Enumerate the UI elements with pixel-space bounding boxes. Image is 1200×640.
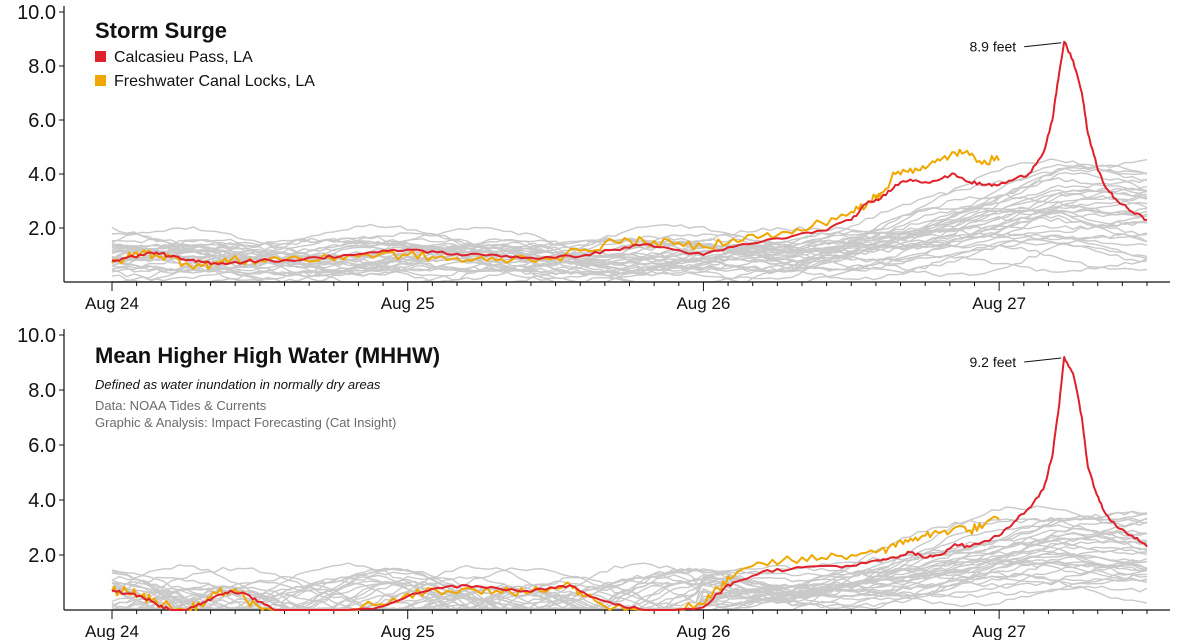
legend-swatch — [95, 75, 106, 86]
station-line — [111, 158, 1148, 260]
station-line — [111, 163, 1148, 277]
legend-swatch — [95, 51, 106, 62]
y-tick-label: 2.0 — [28, 545, 56, 567]
x-tick-label: Aug 27 — [972, 622, 1026, 640]
x-tick-label: Aug 26 — [676, 294, 730, 313]
credit-line: Graphic & Analysis: Impact Forecasting (… — [95, 415, 396, 430]
y-tick-label: 2.0 — [28, 218, 56, 240]
peak-annotation: 9.2 feet — [969, 354, 1016, 370]
x-tick-label: Aug 26 — [676, 622, 730, 640]
other-stations-lines — [111, 158, 1148, 283]
y-tick-label: 6.0 — [28, 435, 56, 457]
mhhw-panel: 2.0 4.0 6.0 8.0 10.0 Aug 24 Aug 25 Aug 26 Aug 27… — [17, 325, 1170, 640]
calcasieu-pass-line — [111, 40, 1148, 266]
x-tick-label: Aug 24 — [85, 622, 139, 640]
y-tick-label: 8.0 — [28, 380, 56, 402]
station-line — [111, 557, 1148, 611]
station-line — [111, 233, 1148, 256]
x-tick-label: Aug 24 — [85, 294, 139, 313]
peak-annotation-leader — [1024, 42, 1062, 48]
legend-label: Calcasieu Pass, LA — [114, 49, 253, 66]
y-tick-label: 10.0 — [17, 2, 56, 24]
station-line — [111, 209, 1148, 266]
peak-annotation-leader — [1024, 357, 1062, 363]
x-tick-label: Aug 27 — [972, 294, 1026, 313]
x-tick-label: Aug 25 — [381, 622, 435, 640]
panel-title: Storm Surge — [95, 18, 227, 43]
y-tick-label: 6.0 — [28, 110, 56, 132]
station-line — [111, 570, 1148, 611]
y-tick-label: 4.0 — [28, 490, 56, 512]
station-line — [111, 253, 1148, 283]
peak-annotation: 8.9 feet — [969, 39, 1016, 55]
station-line — [111, 192, 1148, 276]
y-tick-label: 4.0 — [28, 164, 56, 186]
freshwater-canal-locks-line — [111, 148, 1000, 270]
storm-surge-panel: 2.0 4.0 6.0 8.0 10.0 Aug 24 Aug 25 Aug 26 Aug 27… — [17, 2, 1170, 313]
station-line — [111, 512, 1148, 611]
panel-title: Mean Higher High Water (MHHW) — [95, 343, 440, 368]
x-tick-label: Aug 25 — [381, 294, 435, 313]
station-line — [111, 187, 1148, 264]
station-line — [111, 189, 1148, 271]
y-tick-label: 8.0 — [28, 56, 56, 78]
station-line — [111, 529, 1148, 608]
y-tick-label: 10.0 — [17, 325, 56, 347]
calcasieu-pass-line — [112, 356, 1148, 611]
legend-label: Freshwater Canal Locks, LA — [114, 73, 315, 90]
other-stations-lines — [111, 505, 1148, 611]
station-line — [111, 572, 1148, 611]
credit-line: Data: NOAA Tides & Currents — [95, 398, 267, 413]
panel-subtitle: Defined as water inundation in normally … — [95, 377, 381, 392]
